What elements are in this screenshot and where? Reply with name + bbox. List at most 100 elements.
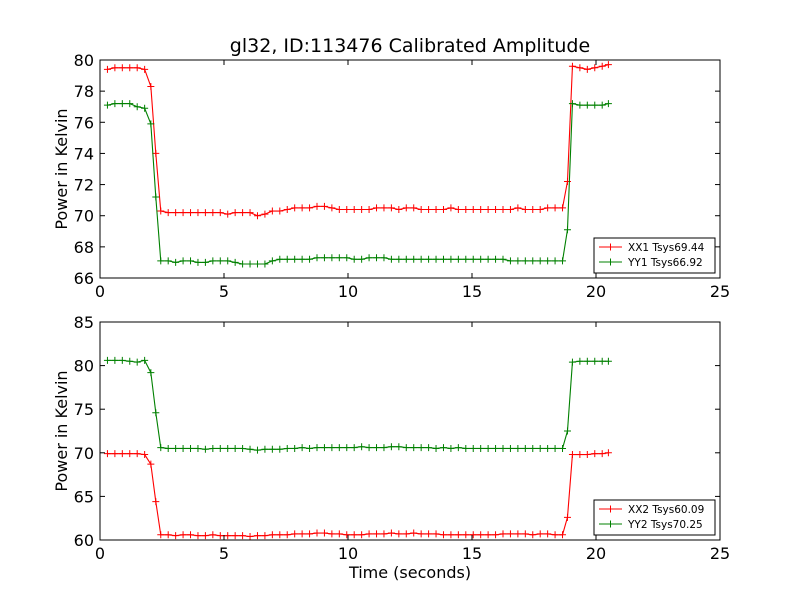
- data-point: [261, 260, 269, 268]
- data-point: [454, 531, 462, 539]
- data-point: [410, 444, 418, 452]
- x-tick-label: 5: [219, 544, 229, 563]
- data-point: [291, 444, 299, 452]
- data-point: [141, 356, 149, 364]
- data-point: [576, 101, 584, 109]
- x-tick-label: 15: [462, 282, 482, 301]
- data-point: [358, 255, 366, 263]
- legend-entry: XX2 Tsys60.09: [628, 504, 704, 516]
- series-markers-0: [103, 61, 612, 220]
- data-point: [133, 450, 141, 458]
- data-point: [261, 445, 269, 453]
- data-point: [492, 205, 500, 213]
- data-point: [462, 444, 470, 452]
- data-point: [343, 444, 351, 452]
- data-point: [484, 255, 492, 263]
- data-point: [291, 204, 299, 212]
- data-point: [253, 446, 261, 454]
- data-point: [118, 100, 126, 108]
- data-point: [425, 255, 433, 263]
- data-point: [591, 450, 599, 458]
- data-point: [268, 257, 276, 265]
- data-point: [387, 443, 395, 451]
- data-point: [417, 255, 425, 263]
- data-point: [506, 257, 514, 265]
- data-point: [179, 257, 187, 265]
- data-point: [224, 257, 232, 265]
- x-tick-label: 10: [338, 544, 358, 563]
- y-tick-label: 74: [74, 144, 94, 163]
- data-point: [126, 64, 134, 72]
- y-axis-label: Power in Kelvin: [52, 370, 71, 491]
- data-point: [417, 444, 425, 452]
- data-point: [447, 255, 455, 263]
- data-point: [373, 530, 381, 538]
- data-point: [335, 205, 343, 213]
- y-tick-label: 70: [74, 444, 94, 463]
- data-point: [201, 532, 209, 540]
- data-point: [373, 204, 381, 212]
- data-point: [164, 531, 172, 539]
- data-point: [201, 209, 209, 217]
- data-point: [559, 204, 567, 212]
- data-point: [432, 444, 440, 452]
- data-point: [536, 205, 544, 213]
- data-point: [306, 204, 314, 212]
- data-point: [320, 202, 328, 210]
- y-tick-label: 80: [74, 357, 94, 376]
- data-point: [328, 204, 336, 212]
- data-point: [563, 513, 571, 521]
- data-point: [462, 531, 470, 539]
- data-point: [477, 255, 485, 263]
- data-point: [358, 531, 366, 539]
- data-point: [568, 358, 576, 366]
- data-point: [544, 530, 552, 538]
- data-point: [194, 444, 202, 452]
- data-point: [583, 65, 591, 73]
- data-point: [536, 444, 544, 452]
- legend: XX1 Tsys69.44 YY1 Tsys66.92: [593, 237, 716, 274]
- data-point: [417, 530, 425, 538]
- data-point: [447, 204, 455, 212]
- data-point: [568, 100, 576, 108]
- data-point: [536, 257, 544, 265]
- data-point: [425, 444, 433, 452]
- data-point: [231, 258, 239, 266]
- data-point: [152, 498, 160, 506]
- data-point: [521, 444, 529, 452]
- series-markers-0: [103, 449, 612, 541]
- data-point: [402, 444, 410, 452]
- data-point: [291, 530, 299, 538]
- data-point: [604, 449, 612, 457]
- data-point: [118, 450, 126, 458]
- data-point: [224, 532, 232, 540]
- data-point: [313, 529, 321, 537]
- data-point: [559, 257, 567, 265]
- data-point: [551, 531, 559, 539]
- data-point: [320, 254, 328, 262]
- data-point: [387, 204, 395, 212]
- data-point: [141, 451, 149, 459]
- data-point: [111, 64, 119, 72]
- data-point: [492, 531, 500, 539]
- data-point: [328, 444, 336, 452]
- data-point: [157, 257, 165, 265]
- data-point: [410, 255, 418, 263]
- data-point: [187, 257, 195, 265]
- data-point: [521, 530, 529, 538]
- data-point: [350, 255, 358, 263]
- data-point: [320, 444, 328, 452]
- data-point: [343, 205, 351, 213]
- data-point: [350, 531, 358, 539]
- data-point: [306, 255, 314, 263]
- data-point: [365, 444, 373, 452]
- data-point: [365, 205, 373, 213]
- data-point: [506, 444, 514, 452]
- data-point: [194, 532, 202, 540]
- data-point: [187, 531, 195, 539]
- data-point: [187, 209, 195, 217]
- y-tick-label: 75: [74, 400, 94, 419]
- data-point: [559, 444, 567, 452]
- data-point: [335, 254, 343, 262]
- data-point: [514, 257, 522, 265]
